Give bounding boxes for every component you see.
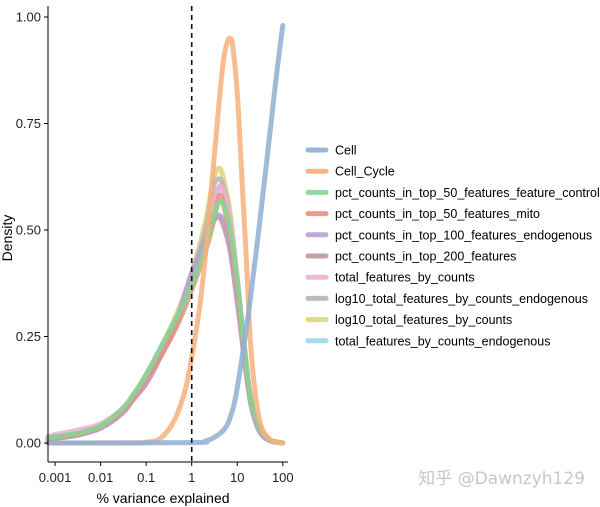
y-tick-label: 1.00 (16, 10, 41, 25)
legend-label: pct_counts_in_top_100_features_endogenou… (335, 228, 592, 242)
y-tick-label: 0.25 (16, 329, 41, 344)
legend-label: log10_total_features_by_counts (335, 313, 512, 327)
series-line-cell (45, 23, 286, 446)
legend-label: log10_total_features_by_counts_endogenou… (335, 292, 588, 306)
legend-label: pct_counts_in_top_50_features_mito (335, 207, 540, 221)
x-ticks-group: 0.001 0.01 0.1 1 10 100 (39, 462, 294, 485)
legend-label: pct_counts_in_top_50_features_feature_co… (335, 186, 600, 200)
x-tick-label: 1 (188, 470, 195, 485)
y-tick-label: 0.00 (16, 436, 41, 451)
x-tick-label: 100 (272, 470, 294, 485)
legend-label: total_features_by_counts (335, 271, 475, 285)
watermark: 知乎 @Dawnzyh129 (418, 469, 585, 489)
y-tick-label: 0.75 (16, 116, 41, 131)
x-axis-title: % variance explained (96, 490, 229, 506)
y-ticks-group: 0.00 0.25 0.50 0.75 1.00 (16, 10, 48, 451)
axes-group (47, 6, 288, 463)
legend-label: Cell_Cycle (335, 165, 395, 179)
y-axis-title: Density (0, 215, 15, 262)
y-tick-label: 0.50 (16, 223, 41, 238)
legend-label: Cell (335, 144, 357, 158)
legend: Cell Cell_Cycle pct_counts_in_top_50_featu… (305, 144, 600, 348)
x-tick-label: 10 (230, 470, 244, 485)
x-tick-label: 0.1 (137, 470, 155, 485)
x-tick-label: 0.001 (39, 470, 72, 485)
x-tick-label: 0.01 (88, 470, 113, 485)
legend-label: total_features_by_counts_endogenous (335, 334, 550, 348)
legend-label: pct_counts_in_top_200_features (335, 250, 516, 264)
plot-series-group (45, 23, 286, 446)
